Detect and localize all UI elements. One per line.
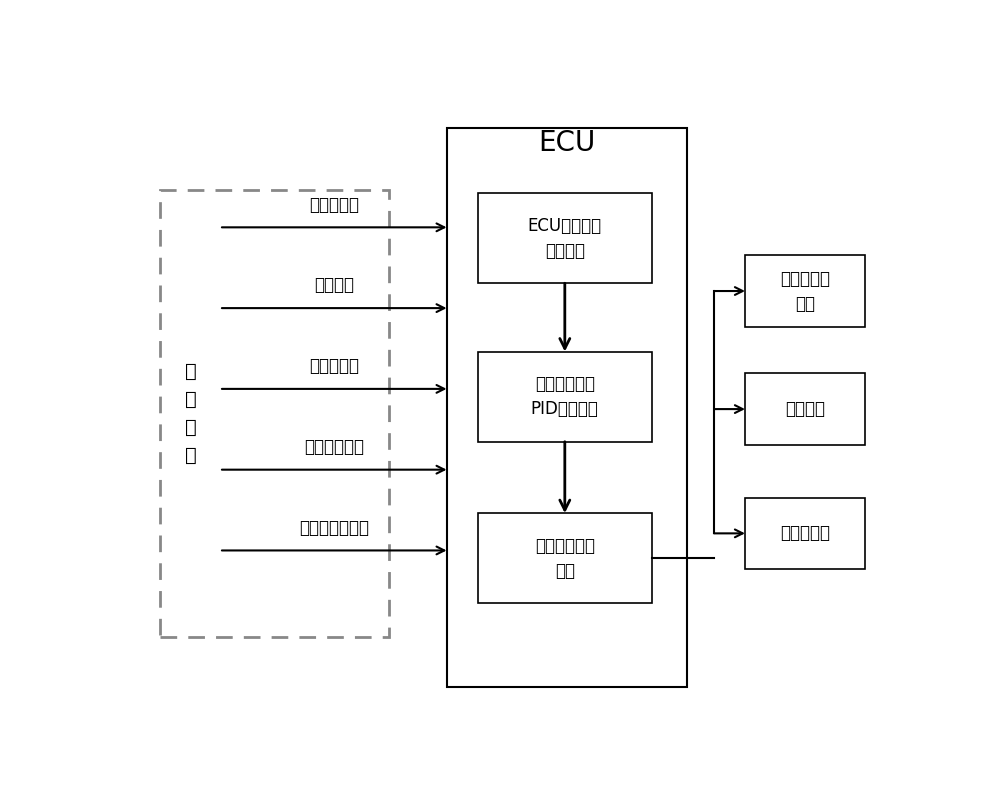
Text: 大气压力: 大气压力 — [314, 277, 354, 295]
Text: ECU: ECU — [538, 129, 595, 157]
Text: ECU内部蠕动
转速计算: ECU内部蠕动 转速计算 — [528, 217, 602, 260]
Text: 喷油脉宽: 喷油脉宽 — [785, 400, 825, 418]
Text: 电子节气门
开度: 电子节气门 开度 — [780, 270, 830, 312]
Text: 硬
线
输
入: 硬 线 输 入 — [185, 362, 197, 466]
Text: 发动机实际转速: 发动机实际转速 — [299, 519, 369, 537]
Text: 蓄电池电压: 蓄电池电压 — [309, 358, 359, 375]
Text: 空调开启状态: 空调开启状态 — [304, 438, 364, 456]
Text: 蠕动转速闭环
PID控制扭矩: 蠕动转速闭环 PID控制扭矩 — [531, 375, 599, 418]
Text: 蠕动扭矩协调
控制: 蠕动扭矩协调 控制 — [535, 537, 595, 579]
Text: 点火提前角: 点火提前角 — [780, 525, 830, 542]
Text: 发动机水温: 发动机水温 — [309, 195, 359, 214]
